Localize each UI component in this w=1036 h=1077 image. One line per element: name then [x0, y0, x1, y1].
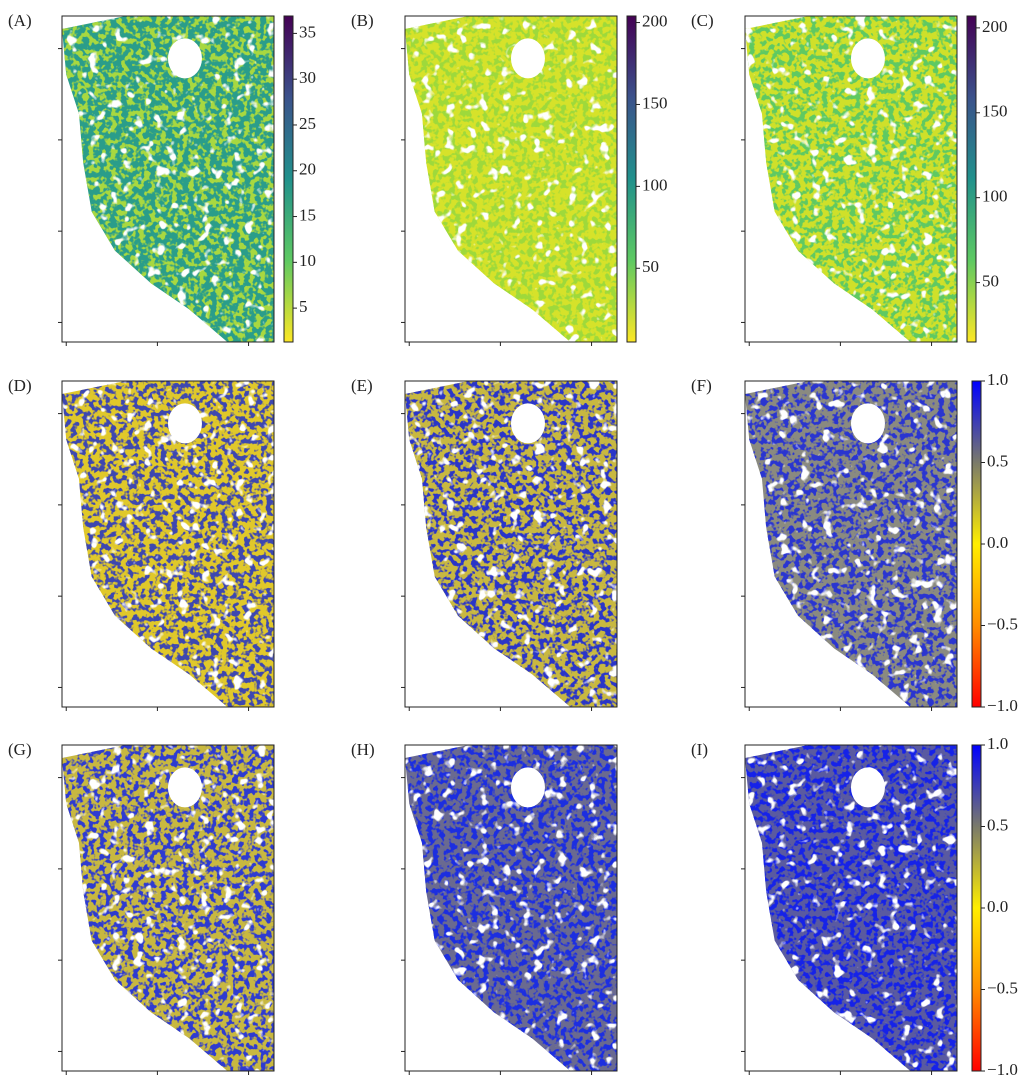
panel: (F) −1.0 −0.5 0.0 0.5 1.0: [691, 370, 1018, 715]
plot-frame: [744, 15, 958, 343]
map-raster: [62, 745, 274, 1071]
colorbar-tick-label: 1.0: [987, 370, 1008, 389]
panel: (C) 50 100 150 200: [691, 11, 1008, 346]
colorbar-tick-label: 150: [982, 102, 1008, 121]
map-raster: [745, 381, 957, 707]
colorbar: [283, 15, 294, 343]
map-raster: [405, 16, 617, 342]
colorbar: [971, 380, 982, 708]
colorbar-tick-label: 200: [642, 11, 668, 30]
colorbar: [626, 15, 637, 343]
plot-frame: [404, 15, 618, 343]
map-raster: [745, 745, 957, 1071]
panel-label: (B): [351, 11, 374, 30]
colorbar-tick-label: 20: [299, 160, 316, 179]
colorbar-tick-label: 10: [299, 251, 316, 270]
panel-label: (H): [351, 740, 375, 759]
panel: (E): [351, 376, 618, 711]
colorbar-tick-label: 50: [982, 271, 999, 290]
colorbar-tick-label: 50: [642, 257, 659, 276]
colorbar-tick-label: 15: [299, 205, 316, 224]
colorbar-tick-label: −1.0: [987, 696, 1018, 715]
colorbar-tick-label: −1.0: [987, 1060, 1018, 1077]
colorbar-tick-label: 0.0: [987, 533, 1008, 552]
map-raster: [405, 381, 617, 707]
colorbar-tick-label: 35: [299, 22, 316, 41]
panel: (H): [351, 740, 618, 1075]
colorbar-tick-label: 200: [982, 17, 1008, 36]
panel: (A) 5 10 15 20 25 30 35: [8, 11, 316, 346]
colorbar: [966, 15, 977, 343]
plot-frame: [61, 380, 275, 708]
map-raster: [62, 381, 274, 707]
colorbar-tick-label: −0.5: [987, 614, 1018, 633]
plot-frame: [404, 744, 618, 1072]
map-raster: [745, 16, 957, 342]
colorbar-tick-label: 150: [642, 93, 668, 112]
panel: (I) −1.0 −0.5 0.0 0.5 1.0: [691, 734, 1018, 1077]
colorbar-tick-label: 100: [642, 175, 668, 194]
colorbar-tick-label: 25: [299, 114, 316, 133]
plot-frame: [61, 744, 275, 1072]
plot-frame: [744, 744, 958, 1072]
map-raster: [405, 745, 617, 1071]
plot-frame: [744, 380, 958, 708]
panel-label: (C): [691, 11, 714, 30]
colorbar-tick-label: −0.5: [987, 978, 1018, 997]
panel: (G): [8, 740, 275, 1075]
colorbar-tick-label: 30: [299, 68, 316, 87]
colorbar-tick-label: 0.5: [987, 451, 1008, 470]
colorbar-tick-label: 100: [982, 187, 1008, 206]
colorbar: [971, 744, 982, 1072]
colorbar-tick-label: 1.0: [987, 734, 1008, 753]
panel-label: (E): [351, 376, 373, 395]
plot-frame: [404, 380, 618, 708]
map-raster: [62, 16, 274, 342]
panel-label: (A): [8, 11, 32, 30]
panel-label: (G): [8, 740, 32, 759]
panel-label: (I): [691, 740, 708, 759]
colorbar-tick-label: 0.0: [987, 897, 1008, 916]
colorbar-tick-label: 0.5: [987, 815, 1008, 834]
panel-label: (D): [8, 376, 32, 395]
panel: (D): [8, 376, 275, 711]
panel-label: (F): [691, 376, 712, 395]
colorbar-tick-label: 5: [299, 297, 308, 316]
plot-frame: [61, 15, 275, 343]
panel: (B) 50 100 150 200: [351, 11, 668, 346]
